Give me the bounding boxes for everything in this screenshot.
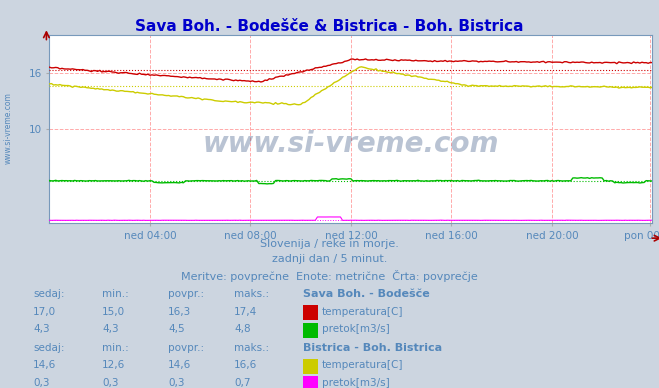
Text: 14,6: 14,6 [33, 360, 56, 370]
Text: Bistrica - Boh. Bistrica: Bistrica - Boh. Bistrica [303, 343, 442, 353]
Text: 4,8: 4,8 [234, 324, 250, 334]
Text: min.:: min.: [102, 289, 129, 299]
Text: 16,3: 16,3 [168, 307, 191, 317]
Text: povpr.:: povpr.: [168, 343, 204, 353]
Text: zadnji dan / 5 minut.: zadnji dan / 5 minut. [272, 254, 387, 264]
Text: sedaj:: sedaj: [33, 289, 65, 299]
Text: temperatura[C]: temperatura[C] [322, 307, 403, 317]
Text: Sava Boh. - Bodešče: Sava Boh. - Bodešče [303, 289, 430, 299]
Text: 17,0: 17,0 [33, 307, 56, 317]
Text: 0,3: 0,3 [168, 378, 185, 388]
Text: Slovenija / reke in morje.: Slovenija / reke in morje. [260, 239, 399, 249]
Text: www.si-vreme.com: www.si-vreme.com [3, 92, 13, 164]
Text: 0,3: 0,3 [102, 378, 119, 388]
Text: 4,3: 4,3 [102, 324, 119, 334]
Text: pretok[m3/s]: pretok[m3/s] [322, 324, 389, 334]
Text: sedaj:: sedaj: [33, 343, 65, 353]
Text: 12,6: 12,6 [102, 360, 125, 370]
Text: 0,7: 0,7 [234, 378, 250, 388]
Text: 16,6: 16,6 [234, 360, 257, 370]
Text: 4,3: 4,3 [33, 324, 49, 334]
Text: 17,4: 17,4 [234, 307, 257, 317]
Text: 15,0: 15,0 [102, 307, 125, 317]
Text: Meritve: povprečne  Enote: metrične  Črta: povprečje: Meritve: povprečne Enote: metrične Črta:… [181, 270, 478, 282]
Text: temperatura[C]: temperatura[C] [322, 360, 403, 370]
Text: 0,3: 0,3 [33, 378, 49, 388]
Text: www.si-vreme.com: www.si-vreme.com [203, 130, 499, 158]
Text: maks.:: maks.: [234, 289, 269, 299]
Text: maks.:: maks.: [234, 343, 269, 353]
Text: min.:: min.: [102, 343, 129, 353]
Text: 4,5: 4,5 [168, 324, 185, 334]
Text: Sava Boh. - Bodešče & Bistrica - Boh. Bistrica: Sava Boh. - Bodešče & Bistrica - Boh. Bi… [135, 19, 524, 34]
Text: pretok[m3/s]: pretok[m3/s] [322, 378, 389, 388]
Text: 14,6: 14,6 [168, 360, 191, 370]
Text: povpr.:: povpr.: [168, 289, 204, 299]
